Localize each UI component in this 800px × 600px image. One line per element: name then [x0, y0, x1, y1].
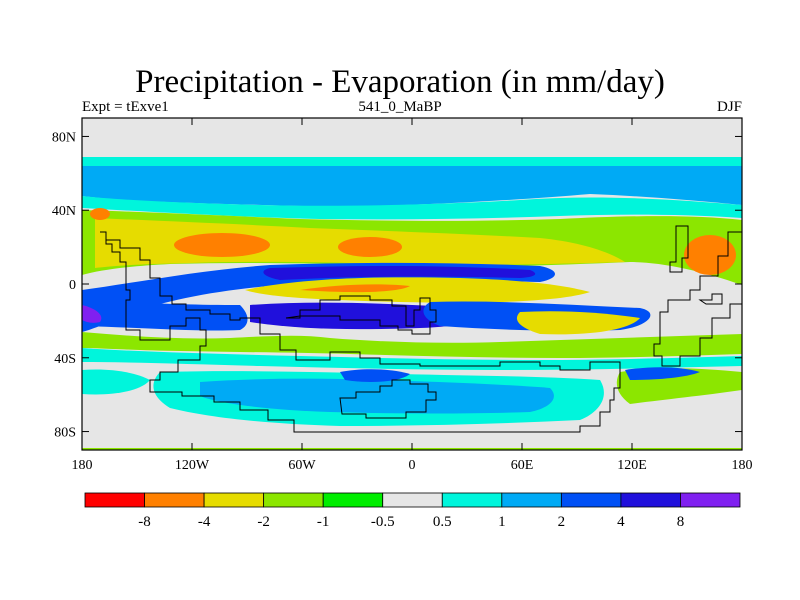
- field-orange-pacific: [174, 233, 270, 257]
- field-sh-green-band: [82, 332, 742, 358]
- coastline-east-peninsula: [669, 225, 689, 273]
- y-tick-label: 40N: [52, 204, 76, 219]
- period-label: 541_0_MaBP: [358, 99, 442, 115]
- colorbar-label: -1: [317, 514, 330, 530]
- colorbar-swatch: [441, 492, 503, 508]
- field-southern-blue: [200, 378, 554, 414]
- colorbar-swatch: [84, 492, 145, 508]
- field-orange-atlantic: [338, 237, 402, 257]
- coastline-east-islands: [698, 293, 723, 305]
- colorbar-label: 0.5: [433, 514, 452, 530]
- x-tick-label: 120W: [175, 458, 210, 473]
- y-axis: 80N 40N 0 40S 80S: [52, 130, 742, 441]
- field-itcz-north-darkblue: [263, 265, 536, 280]
- x-tick-label: 0: [409, 458, 416, 473]
- colorbar-label: 4: [617, 514, 625, 530]
- colorbar-swatch: [322, 492, 384, 508]
- x-tick-label: 180: [72, 458, 93, 473]
- y-tick-label: 0: [69, 278, 76, 293]
- y-tick-label: 40S: [54, 352, 76, 367]
- field-polar-gray: [82, 430, 742, 450]
- colorbar-label: -8: [138, 514, 151, 530]
- y-tick-label: 80S: [54, 426, 76, 441]
- colorbar-swatch: [560, 492, 622, 508]
- field-orange-west: [90, 208, 110, 220]
- colorbar-swatch: [501, 492, 562, 508]
- field-nh-blue-band: [82, 160, 742, 207]
- field-sw-cyan-patch: [82, 369, 150, 395]
- coastline-west-continent: [100, 231, 621, 433]
- colorbar-label: 1: [498, 514, 506, 530]
- colorbar: -8 -4 -2 -1 -0.5 0.5 1 2 4 8: [84, 492, 741, 530]
- colorbar-swatch: [382, 492, 443, 508]
- x-tick-label: 120E: [617, 458, 647, 473]
- field-equator-orange-core: [300, 284, 410, 293]
- colorbar-swatch: [680, 492, 741, 508]
- continent-outlines: [100, 225, 742, 433]
- colorbar-swatch: [263, 492, 324, 508]
- colorbar-swatch: [144, 492, 205, 508]
- colorbar-swatch: [620, 492, 681, 508]
- field-southern-darkblue: [340, 369, 410, 382]
- field-equator-yellow-tongue: [245, 277, 590, 303]
- chart-title: Precipitation - Evaporation (in mm/day): [135, 64, 665, 100]
- field-se-blue: [625, 367, 700, 380]
- y-tick-label: 80N: [52, 130, 76, 145]
- season-label: DJF: [716, 99, 742, 115]
- x-axis: 180 120W 60W 0 60E 120E 180: [72, 118, 753, 473]
- colorbar-label: -2: [257, 514, 270, 530]
- x-tick-label: 60E: [511, 458, 534, 473]
- coastline-inner-basin: [339, 379, 437, 419]
- field-itcz-south-blue: [82, 300, 248, 331]
- field-sh-cyan-edge: [82, 348, 742, 370]
- x-tick-label: 180: [732, 458, 753, 473]
- colorbar-label: -4: [198, 514, 211, 530]
- field-sw-purple: [82, 305, 102, 323]
- field-layer: [82, 118, 742, 450]
- x-tick-label: 60W: [288, 458, 316, 473]
- colorbar-label: 2: [558, 514, 566, 530]
- colorbar-label: -0.5: [371, 514, 395, 530]
- colorbar-swatch: [203, 492, 265, 508]
- coastline-east-continent: [653, 231, 742, 367]
- field-orange-east: [684, 235, 736, 275]
- coastline-central-block: [285, 295, 437, 335]
- experiment-label: Expt = tExve1: [82, 99, 169, 115]
- field-nh-top-cyan: [82, 157, 742, 166]
- colorbar-label: 8: [677, 514, 685, 530]
- field-indian-yellow: [516, 311, 640, 335]
- field-nh-cyan-band: [82, 196, 742, 220]
